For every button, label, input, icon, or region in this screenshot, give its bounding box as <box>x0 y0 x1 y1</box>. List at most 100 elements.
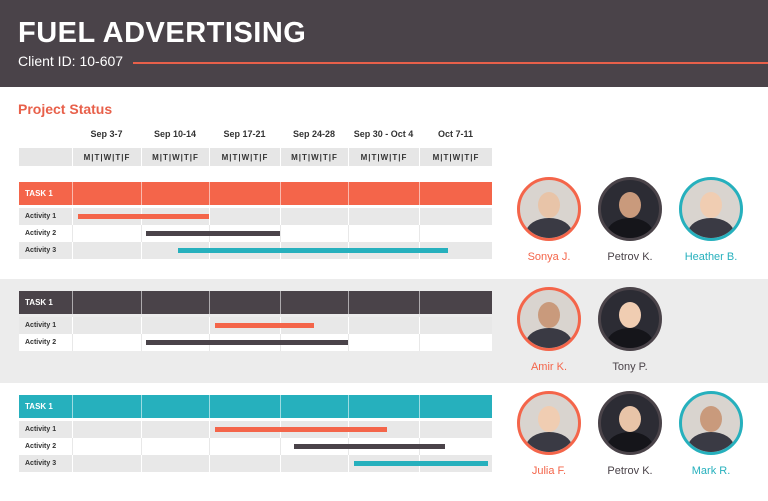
column-divider <box>419 208 420 225</box>
column-divider <box>72 242 73 259</box>
avatar <box>598 391 662 455</box>
avatar <box>517 391 581 455</box>
column-divider <box>141 182 142 205</box>
task-band: TASK 1 Activity 1 Activity 2 Activity 3 Sony… <box>0 170 768 279</box>
column-divider <box>72 182 73 205</box>
member-name: Amir K. <box>530 361 568 373</box>
column-divider <box>419 182 420 205</box>
week-label: Sep 10-14 <box>153 129 197 139</box>
avatar-head <box>619 192 641 218</box>
task-band: TASK 1 Activity 1 Activity 2 Activity 3 Juli… <box>0 383 768 501</box>
column-divider <box>209 438 210 455</box>
activity-label: Activity 2 <box>25 443 57 450</box>
activity-row: Activity 3 <box>19 455 492 472</box>
team-member[interactable]: Petrov K. <box>590 177 670 263</box>
team-member[interactable]: Mark R. <box>671 391 751 477</box>
column-divider <box>348 291 349 314</box>
activity-bar[interactable] <box>178 248 449 253</box>
activity-bar[interactable] <box>146 340 348 345</box>
activity-label: Activity 3 <box>25 247 57 254</box>
column-divider <box>72 438 73 455</box>
week-label: Oct 7-11 <box>437 129 474 139</box>
column-divider <box>209 455 210 472</box>
activity-label: Activity 1 <box>25 322 57 329</box>
task-row: TASK 1 <box>19 182 492 205</box>
member-name: Tony P. <box>612 361 648 373</box>
activity-label: Activity 2 <box>25 230 57 237</box>
column-divider <box>419 421 420 438</box>
avatar-head <box>619 406 641 432</box>
column-divider <box>280 182 281 205</box>
avatar <box>517 177 581 241</box>
column-divider <box>419 317 420 334</box>
column-divider <box>72 334 73 351</box>
column-divider <box>141 438 142 455</box>
team-member[interactable]: Julia F. <box>509 391 589 477</box>
team-member[interactable]: Sonya J. <box>509 177 589 263</box>
activity-bar[interactable] <box>293 444 445 449</box>
header-divider <box>133 62 768 64</box>
day-header-cell: M|T|W|T|F <box>72 148 141 166</box>
page-title: FUEL ADVERTISING <box>18 17 307 49</box>
column-divider <box>72 291 73 314</box>
avatar-body <box>526 218 572 238</box>
member-name: Petrov K. <box>607 465 653 477</box>
activity-bar[interactable] <box>214 427 388 432</box>
member-name: Mark R. <box>691 465 731 477</box>
column-divider <box>72 225 73 242</box>
column-divider <box>209 182 210 205</box>
column-divider <box>209 208 210 225</box>
column-divider <box>348 334 349 351</box>
day-header-cell: M|T|W|T|F <box>419 148 492 166</box>
column-divider <box>348 455 349 472</box>
avatar <box>679 177 743 241</box>
member-name: Sonya J. <box>527 251 571 263</box>
activity-row: Activity 2 <box>19 225 492 242</box>
activity-row: Activity 2 <box>19 334 492 351</box>
team-member[interactable]: Tony P. <box>590 287 670 373</box>
task-label: TASK 1 <box>25 189 53 198</box>
task-label: TASK 1 <box>25 298 53 307</box>
column-divider <box>348 317 349 334</box>
day-header-cell: M|T|W|T|F <box>209 148 280 166</box>
avatar-body <box>607 432 653 452</box>
member-name: Petrov K. <box>607 251 653 263</box>
avatar-head <box>538 302 560 328</box>
avatar <box>598 287 662 351</box>
activity-bar[interactable] <box>146 231 280 236</box>
task-row: TASK 1 <box>19 395 492 418</box>
column-divider <box>419 334 420 351</box>
activity-bar[interactable] <box>214 323 314 328</box>
activity-label: Activity 2 <box>25 339 57 346</box>
avatar-head <box>700 192 722 218</box>
member-name: Heather B. <box>684 251 738 263</box>
avatar <box>517 287 581 351</box>
team-member[interactable]: Heather B. <box>671 177 751 263</box>
team-member[interactable]: Petrov K. <box>590 391 670 477</box>
column-divider <box>280 291 281 314</box>
activity-label: Activity 1 <box>25 213 57 220</box>
column-divider <box>280 438 281 455</box>
column-divider <box>72 208 73 225</box>
task-band: TASK 1 Activity 1 Activity 2 Amir K. Tony P. <box>0 279 768 383</box>
avatar-head <box>619 302 641 328</box>
avatar-body <box>607 218 653 238</box>
member-name: Julia F. <box>531 465 567 477</box>
activity-row: Activity 1 <box>19 421 492 438</box>
activity-row: Activity 3 <box>19 242 492 259</box>
team-member[interactable]: Amir K. <box>509 287 589 373</box>
day-header-cell: M|T|W|T|F <box>348 148 419 166</box>
task-label: TASK 1 <box>25 402 53 411</box>
week-label: Sep 24-28 <box>292 129 336 139</box>
column-divider <box>141 334 142 351</box>
column-divider <box>419 225 420 242</box>
activity-bar[interactable] <box>77 214 209 219</box>
column-divider <box>141 395 142 418</box>
column-divider <box>209 395 210 418</box>
activity-row: Activity 1 <box>19 208 492 225</box>
activity-bar[interactable] <box>353 461 489 466</box>
days-header: M|T|W|T|F M|T|W|T|F M|T|W|T|F M|T|W|T|F M|T|… <box>19 148 492 166</box>
avatar <box>598 177 662 241</box>
column-divider <box>348 395 349 418</box>
